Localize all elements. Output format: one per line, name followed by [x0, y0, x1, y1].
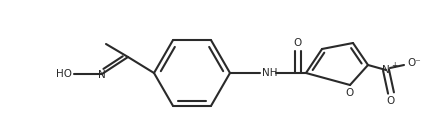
Text: HO: HO [56, 69, 72, 79]
Text: O⁻: O⁻ [406, 58, 420, 68]
Text: O: O [345, 88, 353, 98]
Text: N: N [98, 70, 106, 80]
Text: N: N [381, 65, 389, 75]
Text: O: O [386, 96, 394, 106]
Text: NH: NH [261, 68, 277, 78]
Text: +: + [390, 60, 396, 70]
Text: O: O [293, 38, 301, 48]
